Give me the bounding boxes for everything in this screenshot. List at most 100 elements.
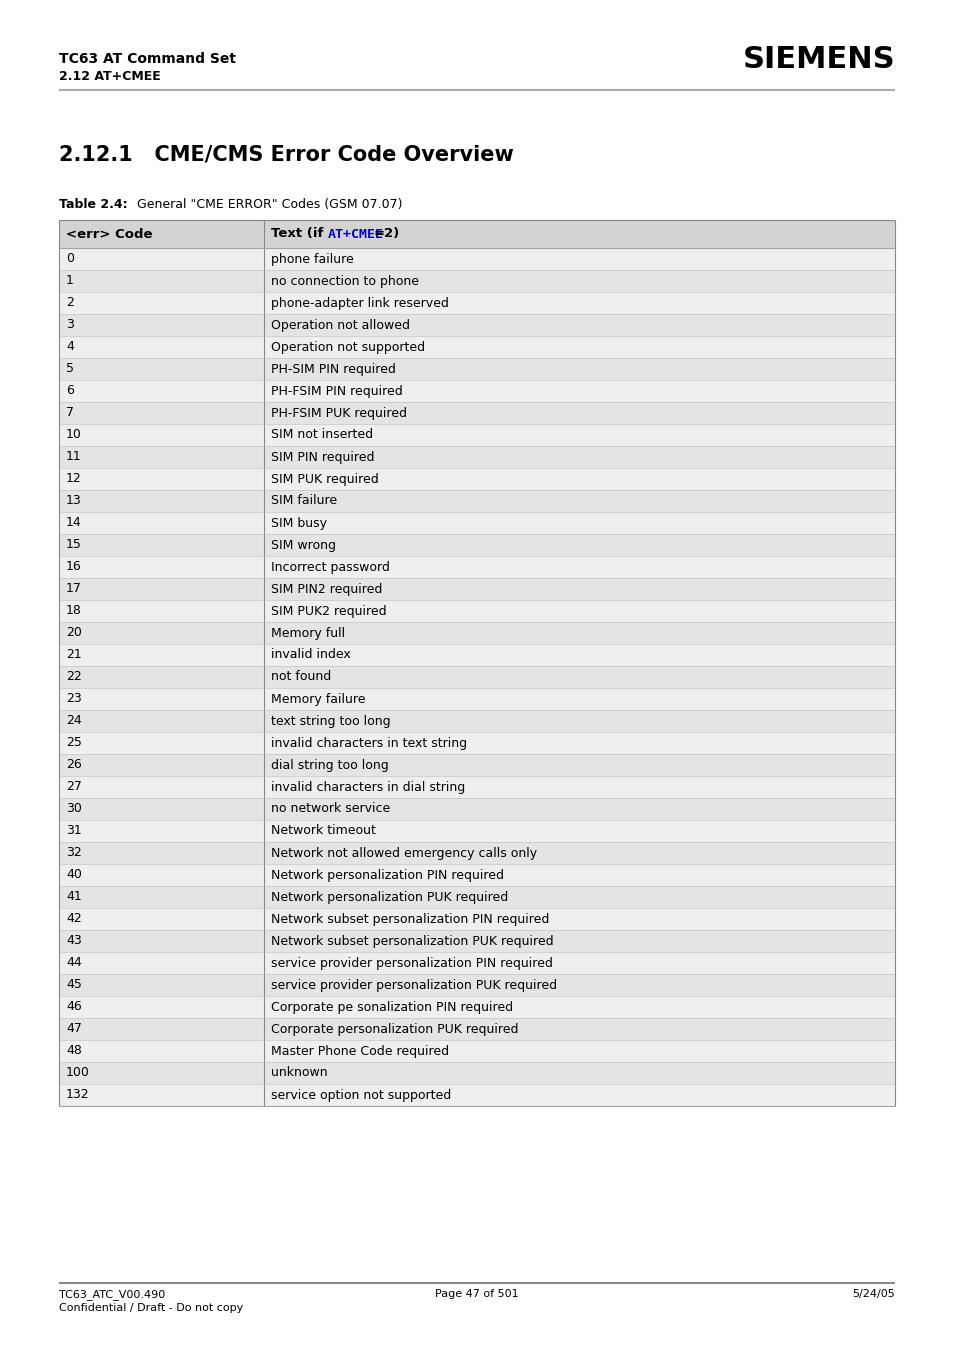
Text: 40: 40: [66, 869, 82, 881]
Text: Corporate pe sonalization PIN required: Corporate pe sonalization PIN required: [271, 1001, 513, 1013]
Bar: [59, 1019, 894, 1040]
Text: 17: 17: [66, 582, 82, 596]
Bar: [59, 557, 894, 578]
Text: invalid characters in dial string: invalid characters in dial string: [271, 781, 465, 793]
Bar: [59, 403, 894, 424]
Text: text string too long: text string too long: [271, 715, 390, 727]
Text: service provider personalization PUK required: service provider personalization PUK req…: [271, 978, 557, 992]
Text: 11: 11: [66, 450, 82, 463]
Bar: [59, 358, 894, 380]
Bar: [59, 467, 894, 490]
Bar: [59, 952, 894, 974]
Text: phone failure: phone failure: [271, 253, 354, 266]
Text: 31: 31: [66, 824, 82, 838]
Text: invalid characters in text string: invalid characters in text string: [271, 736, 467, 750]
Bar: [59, 711, 894, 732]
Bar: [59, 908, 894, 929]
Text: 47: 47: [66, 1023, 82, 1035]
Text: PH-FSIM PIN required: PH-FSIM PIN required: [271, 385, 402, 397]
Text: 4: 4: [66, 340, 73, 354]
Bar: [59, 336, 894, 358]
Text: SIEMENS: SIEMENS: [741, 45, 894, 74]
Text: invalid index: invalid index: [271, 648, 351, 662]
Text: Master Phone Code required: Master Phone Code required: [271, 1044, 449, 1058]
Text: Network timeout: Network timeout: [271, 824, 375, 838]
Text: 3: 3: [66, 319, 73, 331]
Text: no network service: no network service: [271, 802, 390, 816]
Text: 7: 7: [66, 407, 74, 420]
Text: SIM PUK2 required: SIM PUK2 required: [271, 604, 386, 617]
Text: 27: 27: [66, 781, 82, 793]
Text: PH-SIM PIN required: PH-SIM PIN required: [271, 362, 395, 376]
Text: Operation not supported: Operation not supported: [271, 340, 425, 354]
Text: 25: 25: [66, 736, 82, 750]
Text: TC63 AT Command Set: TC63 AT Command Set: [59, 51, 235, 66]
Bar: [59, 820, 894, 842]
Text: 41: 41: [66, 890, 82, 904]
Bar: [59, 754, 894, 775]
Text: 30: 30: [66, 802, 82, 816]
Text: 12: 12: [66, 473, 82, 485]
Text: General "CME ERROR" Codes (GSM 07.07): General "CME ERROR" Codes (GSM 07.07): [137, 199, 402, 211]
Bar: [59, 842, 894, 865]
Text: Operation not allowed: Operation not allowed: [271, 319, 410, 331]
Bar: [59, 865, 894, 886]
Text: Confidential / Draft - Do not copy: Confidential / Draft - Do not copy: [59, 1302, 243, 1313]
Text: Incorrect password: Incorrect password: [271, 561, 390, 574]
Text: 24: 24: [66, 715, 82, 727]
Bar: [59, 1084, 894, 1106]
Bar: [59, 798, 894, 820]
Bar: [59, 380, 894, 403]
Bar: [59, 644, 894, 666]
Text: Network subset personalization PIN required: Network subset personalization PIN requi…: [271, 912, 549, 925]
Text: 2: 2: [66, 296, 73, 309]
Bar: [59, 600, 894, 621]
Bar: [59, 732, 894, 754]
Text: Corporate personalization PUK required: Corporate personalization PUK required: [271, 1023, 518, 1035]
Text: 5: 5: [66, 362, 74, 376]
Text: 46: 46: [66, 1001, 82, 1013]
Text: 132: 132: [66, 1089, 90, 1101]
Bar: [59, 688, 894, 711]
Bar: [59, 512, 894, 534]
Text: Network not allowed emergency calls only: Network not allowed emergency calls only: [271, 847, 537, 859]
Bar: [59, 313, 894, 336]
Bar: [59, 424, 894, 446]
Text: 1: 1: [66, 274, 73, 288]
Bar: [59, 1040, 894, 1062]
Text: 6: 6: [66, 385, 73, 397]
Text: 16: 16: [66, 561, 82, 574]
Bar: [59, 929, 894, 952]
Text: Memory full: Memory full: [271, 627, 345, 639]
Text: 22: 22: [66, 670, 82, 684]
Bar: [59, 220, 894, 249]
Text: =2): =2): [374, 227, 400, 240]
Text: SIM busy: SIM busy: [271, 516, 327, 530]
Text: 45: 45: [66, 978, 82, 992]
Text: not found: not found: [271, 670, 331, 684]
Text: 100: 100: [66, 1066, 90, 1079]
Bar: [59, 578, 894, 600]
Bar: [59, 1062, 894, 1084]
Text: SIM wrong: SIM wrong: [271, 539, 335, 551]
Bar: [59, 270, 894, 292]
Text: 2.12 AT+CMEE: 2.12 AT+CMEE: [59, 70, 161, 82]
Text: SIM PIN2 required: SIM PIN2 required: [271, 582, 382, 596]
Bar: [59, 534, 894, 557]
Bar: [59, 886, 894, 908]
Text: 44: 44: [66, 957, 82, 970]
Text: 43: 43: [66, 935, 82, 947]
Text: 26: 26: [66, 758, 82, 771]
Text: 32: 32: [66, 847, 82, 859]
Bar: [59, 292, 894, 313]
Text: unknown: unknown: [271, 1066, 327, 1079]
Text: phone-adapter link reserved: phone-adapter link reserved: [271, 296, 449, 309]
Text: PH-FSIM PUK required: PH-FSIM PUK required: [271, 407, 407, 420]
Text: SIM failure: SIM failure: [271, 494, 336, 508]
Bar: [59, 775, 894, 798]
Text: 2.12.1   CME/CMS Error Code Overview: 2.12.1 CME/CMS Error Code Overview: [59, 145, 514, 165]
Bar: [59, 996, 894, 1019]
Text: service option not supported: service option not supported: [271, 1089, 451, 1101]
Text: no connection to phone: no connection to phone: [271, 274, 418, 288]
Text: 18: 18: [66, 604, 82, 617]
